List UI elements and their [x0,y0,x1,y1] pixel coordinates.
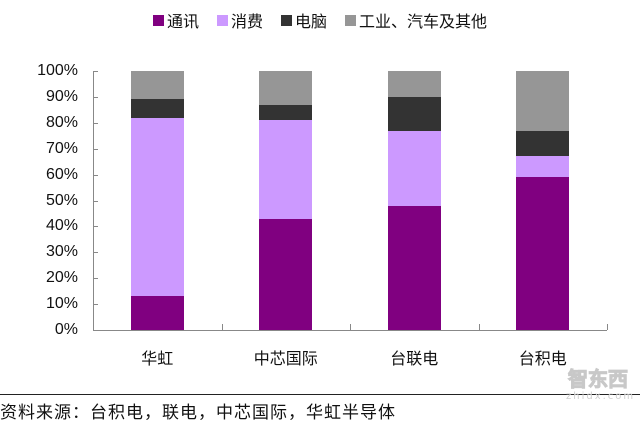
legend-swatch-icon [152,14,164,26]
y-tick-label: 10% [45,295,78,313]
y-tick-mark [93,252,98,254]
legend-label: 工业、汽车及其他 [359,12,488,31]
y-tick-label: 20% [45,269,78,287]
bar-0 [130,71,184,330]
legend-swatch-icon [345,14,357,26]
legend-label: 电脑 [295,12,328,31]
y-tick-mark [93,71,98,72]
y-tick-label: 100% [37,62,78,79]
source-divider [0,394,640,395]
x-tick-label: 台积电 [518,349,567,368]
x-axis-line [93,330,607,331]
watermark: 智东西 zhidx.com [566,367,636,404]
legend-swatch-icon [281,14,292,26]
y-tick-label: 80% [45,113,78,131]
x-tick-label: 中芯国际 [253,349,318,368]
bar-segment [516,130,570,157]
y-tick-mark [93,122,98,124]
y-tick-label: 30% [45,243,78,261]
bar-segment [387,71,441,97]
y-tick-mark [93,96,98,98]
legend-label: 通讯 [166,12,199,31]
y-tick-mark [93,304,98,306]
y-tick-mark [93,148,98,150]
y-tick-mark [93,278,98,280]
legend-item: 工业、汽车及其他 [345,8,487,32]
bar-segment [516,156,570,178]
watermark-en: zhidx.com [566,391,636,402]
watermark-cn: 智东西 [568,367,629,391]
x-tick-mark [478,324,480,330]
chart-legend: 通讯 消费 电脑 工业、汽车及其他 [0,8,640,32]
bar-3 [516,71,570,330]
y-tick-label: 50% [45,191,78,209]
bar-segment [259,104,313,121]
legend-label: 消费 [230,12,263,31]
legend-item: 电脑 [281,8,327,32]
bar-segment [387,205,441,330]
y-tick-label: 0% [54,321,78,338]
bar-segment [130,296,184,330]
bar-segment [259,120,313,219]
bar-segment [387,96,441,131]
y-tick-label: 70% [45,139,78,157]
bar-segment [516,71,570,131]
y-tick-label: 60% [45,165,78,183]
x-tick-label: 台联电 [390,349,439,368]
legend-swatch-icon [216,14,228,26]
bar-segment [130,117,184,297]
y-tick-mark [93,200,98,202]
legend-item: 通讯 [152,8,199,32]
legend-item: 消费 [216,8,263,32]
bar-1 [259,71,313,330]
x-tick-label: 华虹 [141,349,174,368]
bar-segment [130,99,184,118]
bar-segment [259,71,313,105]
bar-segment [259,218,313,330]
bar-segment [387,130,441,206]
y-tick-mark [93,174,98,176]
y-tick-mark [93,226,98,228]
bar-segment [516,177,570,330]
y-tick-label: 90% [45,87,78,105]
x-tick-mark [221,324,223,330]
source-note: 资料来源：台积电，联电，中芯国际，华虹半导体 [0,403,396,423]
bar-segment [130,71,184,100]
bar-2 [387,71,441,330]
y-tick-label: 40% [45,217,78,235]
x-tick-mark [350,324,351,330]
x-tick-mark [607,324,608,330]
